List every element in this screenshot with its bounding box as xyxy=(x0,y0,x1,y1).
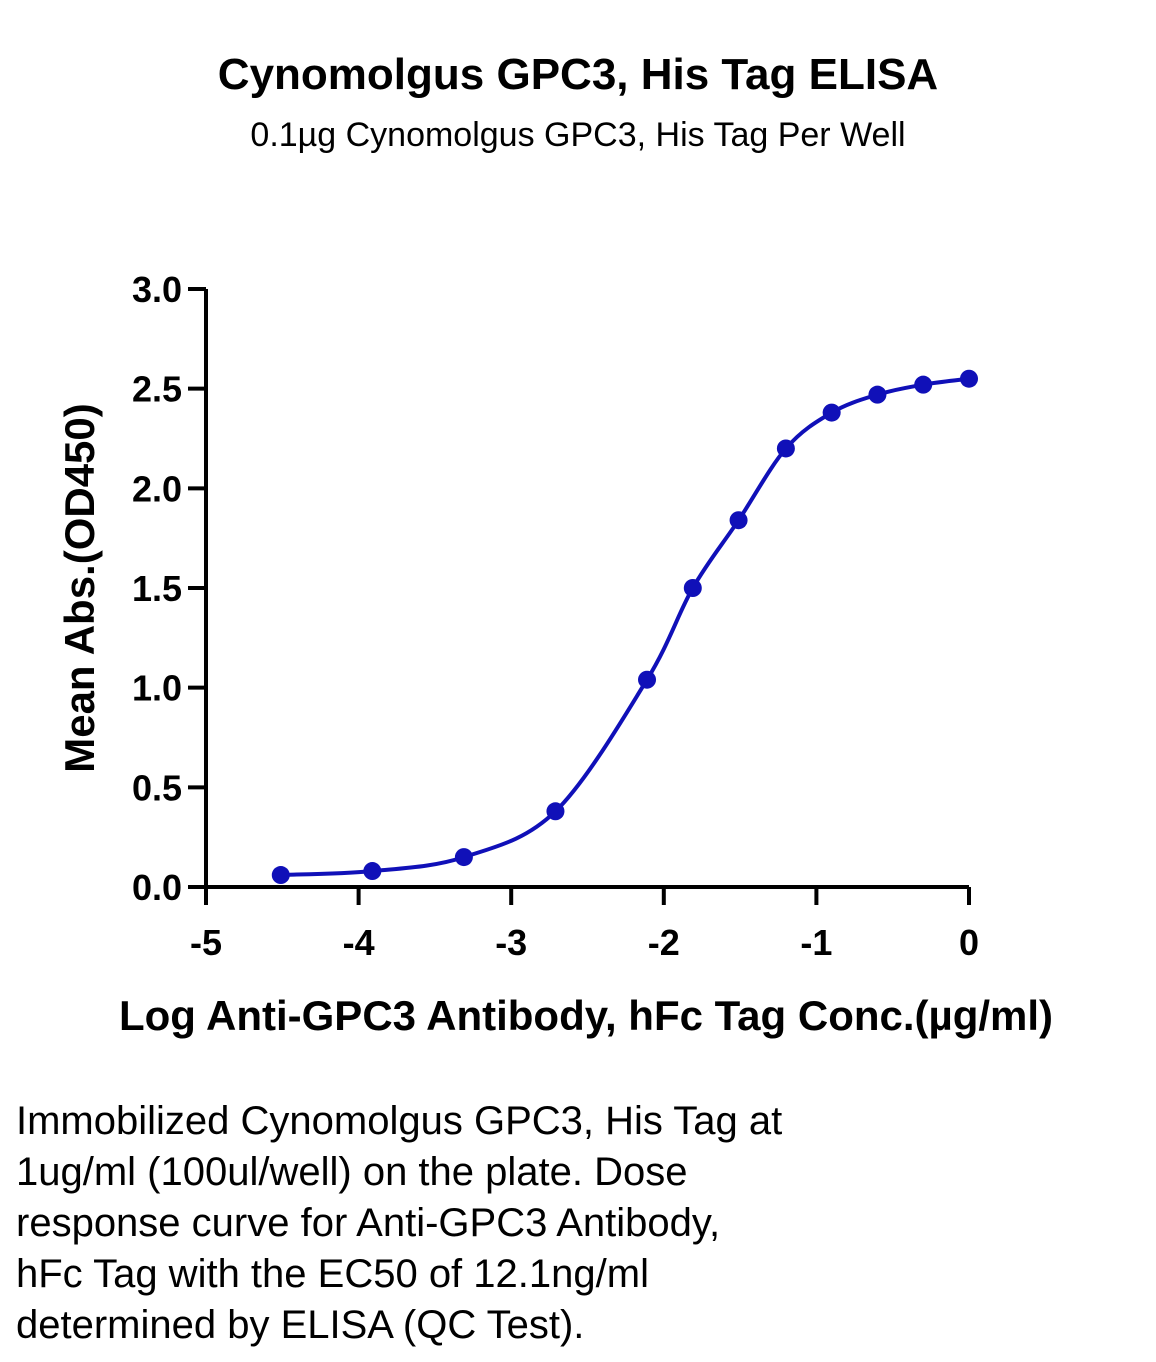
data-point xyxy=(638,670,657,689)
x-tick-label: -3 xyxy=(495,922,527,963)
x-tick-label: -1 xyxy=(800,922,832,963)
y-tick-label: 2.5 xyxy=(132,369,182,410)
figure-caption: Immobilized Cynomolgus GPC3, His Tag at … xyxy=(16,1096,916,1351)
fit-curve xyxy=(280,376,970,877)
caption-line: hFc Tag with the EC50 of 12.1ng/ml xyxy=(16,1252,649,1296)
data-point xyxy=(363,862,382,881)
x-tick-label: -5 xyxy=(190,922,222,963)
data-point xyxy=(868,385,887,404)
data-point xyxy=(729,511,748,530)
caption-line: 1ug/ml (100ul/well) on the plate. Dose xyxy=(16,1150,688,1194)
y-tick-label: 0.5 xyxy=(132,767,182,808)
y-tick-label: 3.0 xyxy=(132,269,182,310)
data-point xyxy=(683,579,702,597)
chart-title: Cynomolgus GPC3, His Tag ELISA xyxy=(217,50,939,99)
x-axis-label: Log Anti-GPC3 Antibody, hFc Tag Conc.(µg… xyxy=(119,992,1053,1039)
elisa-chart: 0.0 0.5 1.0 1.5 2.0 2.5 3.0 -5 -4 -3 -2 -1 0 Log Ant… xyxy=(56,269,1053,1039)
caption-line: determined by ELISA (QC Test). xyxy=(16,1303,585,1347)
data-point xyxy=(546,802,565,821)
data-point xyxy=(914,375,933,394)
data-point xyxy=(822,403,841,422)
data-point xyxy=(454,848,473,867)
y-tick-label: 0.0 xyxy=(132,867,182,908)
chart-subtitle: 0.1µg Cynomolgus GPC3, His Tag Per Well xyxy=(250,116,906,154)
caption-line: Immobilized Cynomolgus GPC3, His Tag at xyxy=(16,1099,783,1143)
x-tick-label: -4 xyxy=(343,922,375,963)
y-tick-label: 1.0 xyxy=(132,668,182,709)
y-tick-label: 2.0 xyxy=(132,468,182,509)
data-point xyxy=(776,439,795,458)
data-point xyxy=(271,866,290,885)
y-axis-label: Mean Abs.(OD450) xyxy=(56,403,103,773)
data-points xyxy=(271,369,978,885)
data-point xyxy=(960,369,978,388)
caption-line: response curve for Anti-GPC3 Antibody, xyxy=(16,1201,721,1245)
chart-axes: 0.0 0.5 1.0 1.5 2.0 2.5 3.0 -5 -4 -3 -2 -1 0 xyxy=(132,269,979,963)
y-tick-label: 1.5 xyxy=(132,568,182,609)
x-tick-label: 0 xyxy=(959,922,979,963)
x-tick-label: -2 xyxy=(648,922,680,963)
